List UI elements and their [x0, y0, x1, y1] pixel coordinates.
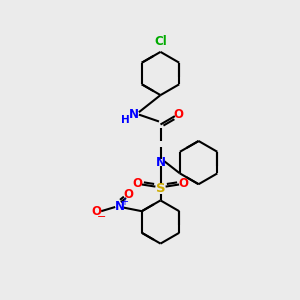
Text: Cl: Cl	[154, 35, 167, 48]
Text: N: N	[155, 156, 166, 169]
Text: H: H	[121, 115, 130, 125]
Text: O: O	[123, 188, 134, 201]
Text: N: N	[128, 108, 139, 121]
Text: N: N	[114, 200, 124, 213]
Text: O: O	[178, 177, 189, 190]
Text: O: O	[92, 205, 102, 218]
Text: O: O	[132, 177, 142, 190]
Text: S: S	[156, 182, 165, 195]
Text: +: +	[120, 196, 128, 207]
Text: O: O	[173, 108, 184, 121]
Text: −: −	[97, 212, 107, 222]
